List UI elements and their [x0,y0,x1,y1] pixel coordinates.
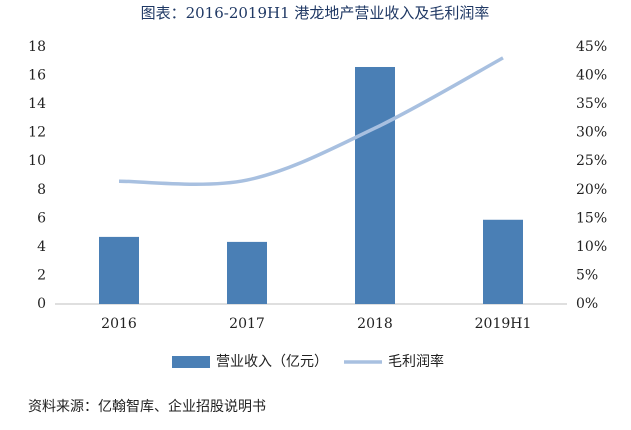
y-tick-label: 12 [28,125,46,141]
x-tick-label: 2018 [357,316,393,332]
y-tick-label: 6 [37,210,46,226]
legend-swatch [172,356,210,368]
y-tick-label: 16 [28,68,46,84]
y-tick-label: 4 [37,239,46,255]
y2-tick-label: 5% [576,267,598,283]
legend-label: 毛利润率 [388,353,444,370]
line [118,56,504,187]
x-tick-label: 2017 [229,316,265,332]
chart-title: 图表：2016-2019H1 港龙地产营业收入及毛利润率 [141,4,490,22]
y2-tick-label: 30% [576,125,607,141]
y-tick-label: 10 [28,153,46,169]
y-tick-label: 2 [37,267,46,283]
x-tick-label: 2016 [101,316,137,332]
source-note: 资料来源：亿翰智库、企业招股说明书 [28,398,266,415]
y-tick-label: 14 [28,96,46,112]
y-tick-label: 8 [37,182,46,198]
y-tick-label: 0 [37,296,46,312]
y2-tick-label: 15% [576,210,607,226]
bar [355,66,395,304]
y2-tick-label: 40% [576,68,607,84]
bar [99,236,139,304]
y2-tick-label: 45% [576,39,607,55]
y2-tick-label: 0% [576,296,598,312]
y2-tick-label: 35% [576,96,607,112]
bar [227,241,267,304]
y2-tick-label: 10% [576,239,607,255]
y2-tick-label: 20% [576,182,607,198]
y-tick-label: 18 [28,39,46,55]
y2-tick-label: 25% [576,153,607,169]
bar [483,219,523,304]
x-tick-label: 2019H1 [475,316,532,332]
legend-label: 营业收入（亿元） [216,354,328,370]
